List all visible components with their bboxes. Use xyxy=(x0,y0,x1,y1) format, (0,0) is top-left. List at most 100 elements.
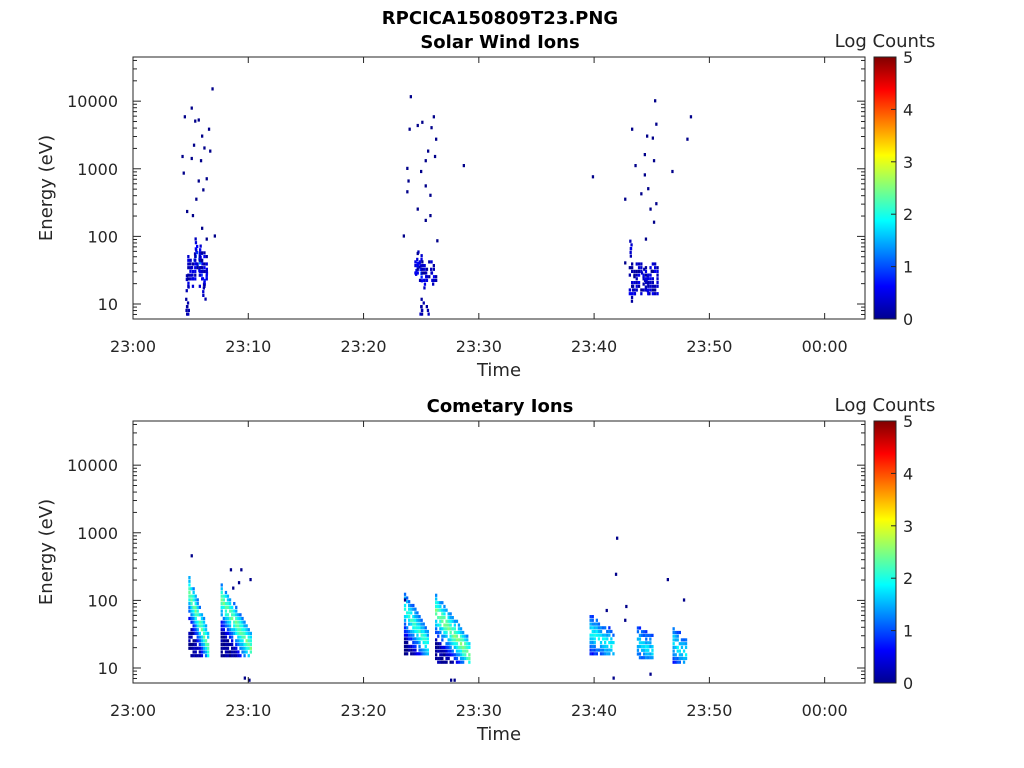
count-cell xyxy=(445,653,448,657)
dense-count xyxy=(635,273,638,277)
count-cell xyxy=(231,605,234,609)
count-cell xyxy=(651,645,654,649)
x-tick-label: 00:00 xyxy=(802,701,848,720)
dense-count xyxy=(194,266,197,270)
dense-count xyxy=(201,258,204,262)
count-cell xyxy=(403,622,407,626)
count-cell xyxy=(601,644,605,648)
dense-count xyxy=(205,262,208,266)
count-cell xyxy=(457,653,461,657)
count-cell xyxy=(647,645,650,649)
count-cell xyxy=(220,613,223,617)
count-cell xyxy=(435,638,438,642)
count-cell xyxy=(680,645,684,649)
count-cell xyxy=(649,652,652,656)
count-cell xyxy=(406,626,409,630)
count-cell xyxy=(601,637,605,641)
count-cell xyxy=(245,631,248,635)
count-cell xyxy=(198,646,201,650)
sparse-count xyxy=(229,568,233,572)
dense-count xyxy=(423,264,426,268)
count-cell xyxy=(468,645,471,649)
dense-count xyxy=(420,254,423,258)
count-cell xyxy=(198,639,201,643)
dense-count xyxy=(644,288,648,292)
count-cell xyxy=(249,642,252,647)
count-cell xyxy=(406,648,409,652)
count-cell xyxy=(220,583,223,587)
count-cell xyxy=(416,629,419,634)
sparse-count xyxy=(686,137,689,141)
count-cell xyxy=(636,626,640,630)
count-cell xyxy=(207,646,210,650)
count-cell xyxy=(196,598,199,602)
dense-count xyxy=(651,262,654,266)
sparse-count xyxy=(654,99,657,103)
count-cell xyxy=(462,653,465,657)
x-tick-label: 23:20 xyxy=(340,337,386,356)
dense-count xyxy=(628,266,631,270)
count-cell xyxy=(647,656,650,660)
sparse-count xyxy=(624,261,627,265)
dense-count xyxy=(195,248,198,252)
count-cell xyxy=(192,639,195,643)
dense-count xyxy=(631,269,634,273)
count-cell xyxy=(462,630,465,635)
count-cell xyxy=(684,638,688,642)
dense-count xyxy=(631,284,634,288)
count-cell xyxy=(441,619,444,623)
count-cell xyxy=(445,645,448,649)
count-cell xyxy=(192,609,195,613)
count-cell xyxy=(676,645,679,649)
count-cell xyxy=(408,629,411,634)
colorbar-label: Log Counts xyxy=(835,395,936,416)
count-cell xyxy=(220,624,223,628)
count-cell xyxy=(406,652,409,656)
count-cell xyxy=(228,628,232,632)
count-cell xyxy=(418,626,421,630)
count-cell xyxy=(593,622,596,626)
count-cell xyxy=(408,618,411,622)
count-cell xyxy=(200,654,204,658)
sparse-count xyxy=(624,197,627,201)
count-cell xyxy=(418,622,421,626)
count-cell xyxy=(591,618,594,622)
dense-count xyxy=(200,273,203,277)
dense-count xyxy=(432,264,435,268)
count-cell xyxy=(435,619,438,623)
dense-count xyxy=(630,299,634,303)
count-cell xyxy=(459,645,463,649)
colorbar-label: Log Counts xyxy=(835,31,936,52)
count-cell xyxy=(235,642,238,647)
count-cell xyxy=(439,616,442,620)
count-cell xyxy=(414,637,417,641)
count-cell xyxy=(591,648,594,652)
sparse-count xyxy=(211,87,214,91)
dense-count xyxy=(189,266,192,270)
count-cell xyxy=(190,613,193,617)
dense-count xyxy=(198,273,201,277)
count-cell xyxy=(437,604,440,609)
count-cell xyxy=(410,618,413,622)
count-cell xyxy=(222,594,225,598)
count-cell xyxy=(196,654,199,658)
count-cell xyxy=(247,628,250,632)
sparse-count xyxy=(655,122,658,126)
count-cell xyxy=(190,620,193,624)
count-cell xyxy=(439,630,442,635)
y-tick-label: 1000 xyxy=(77,160,118,179)
count-cell xyxy=(231,616,234,621)
count-cell xyxy=(441,634,444,638)
sparse-count xyxy=(190,156,193,161)
count-cell xyxy=(599,648,603,652)
sparse-count xyxy=(416,123,419,128)
count-cell xyxy=(601,626,605,630)
dense-count xyxy=(194,273,197,277)
count-cell xyxy=(188,594,191,598)
count-cell xyxy=(608,648,611,652)
dense-count xyxy=(654,292,657,296)
dense-count xyxy=(633,281,636,285)
count-cell xyxy=(435,630,438,635)
sparse-count xyxy=(201,134,204,138)
count-cell xyxy=(459,634,463,638)
